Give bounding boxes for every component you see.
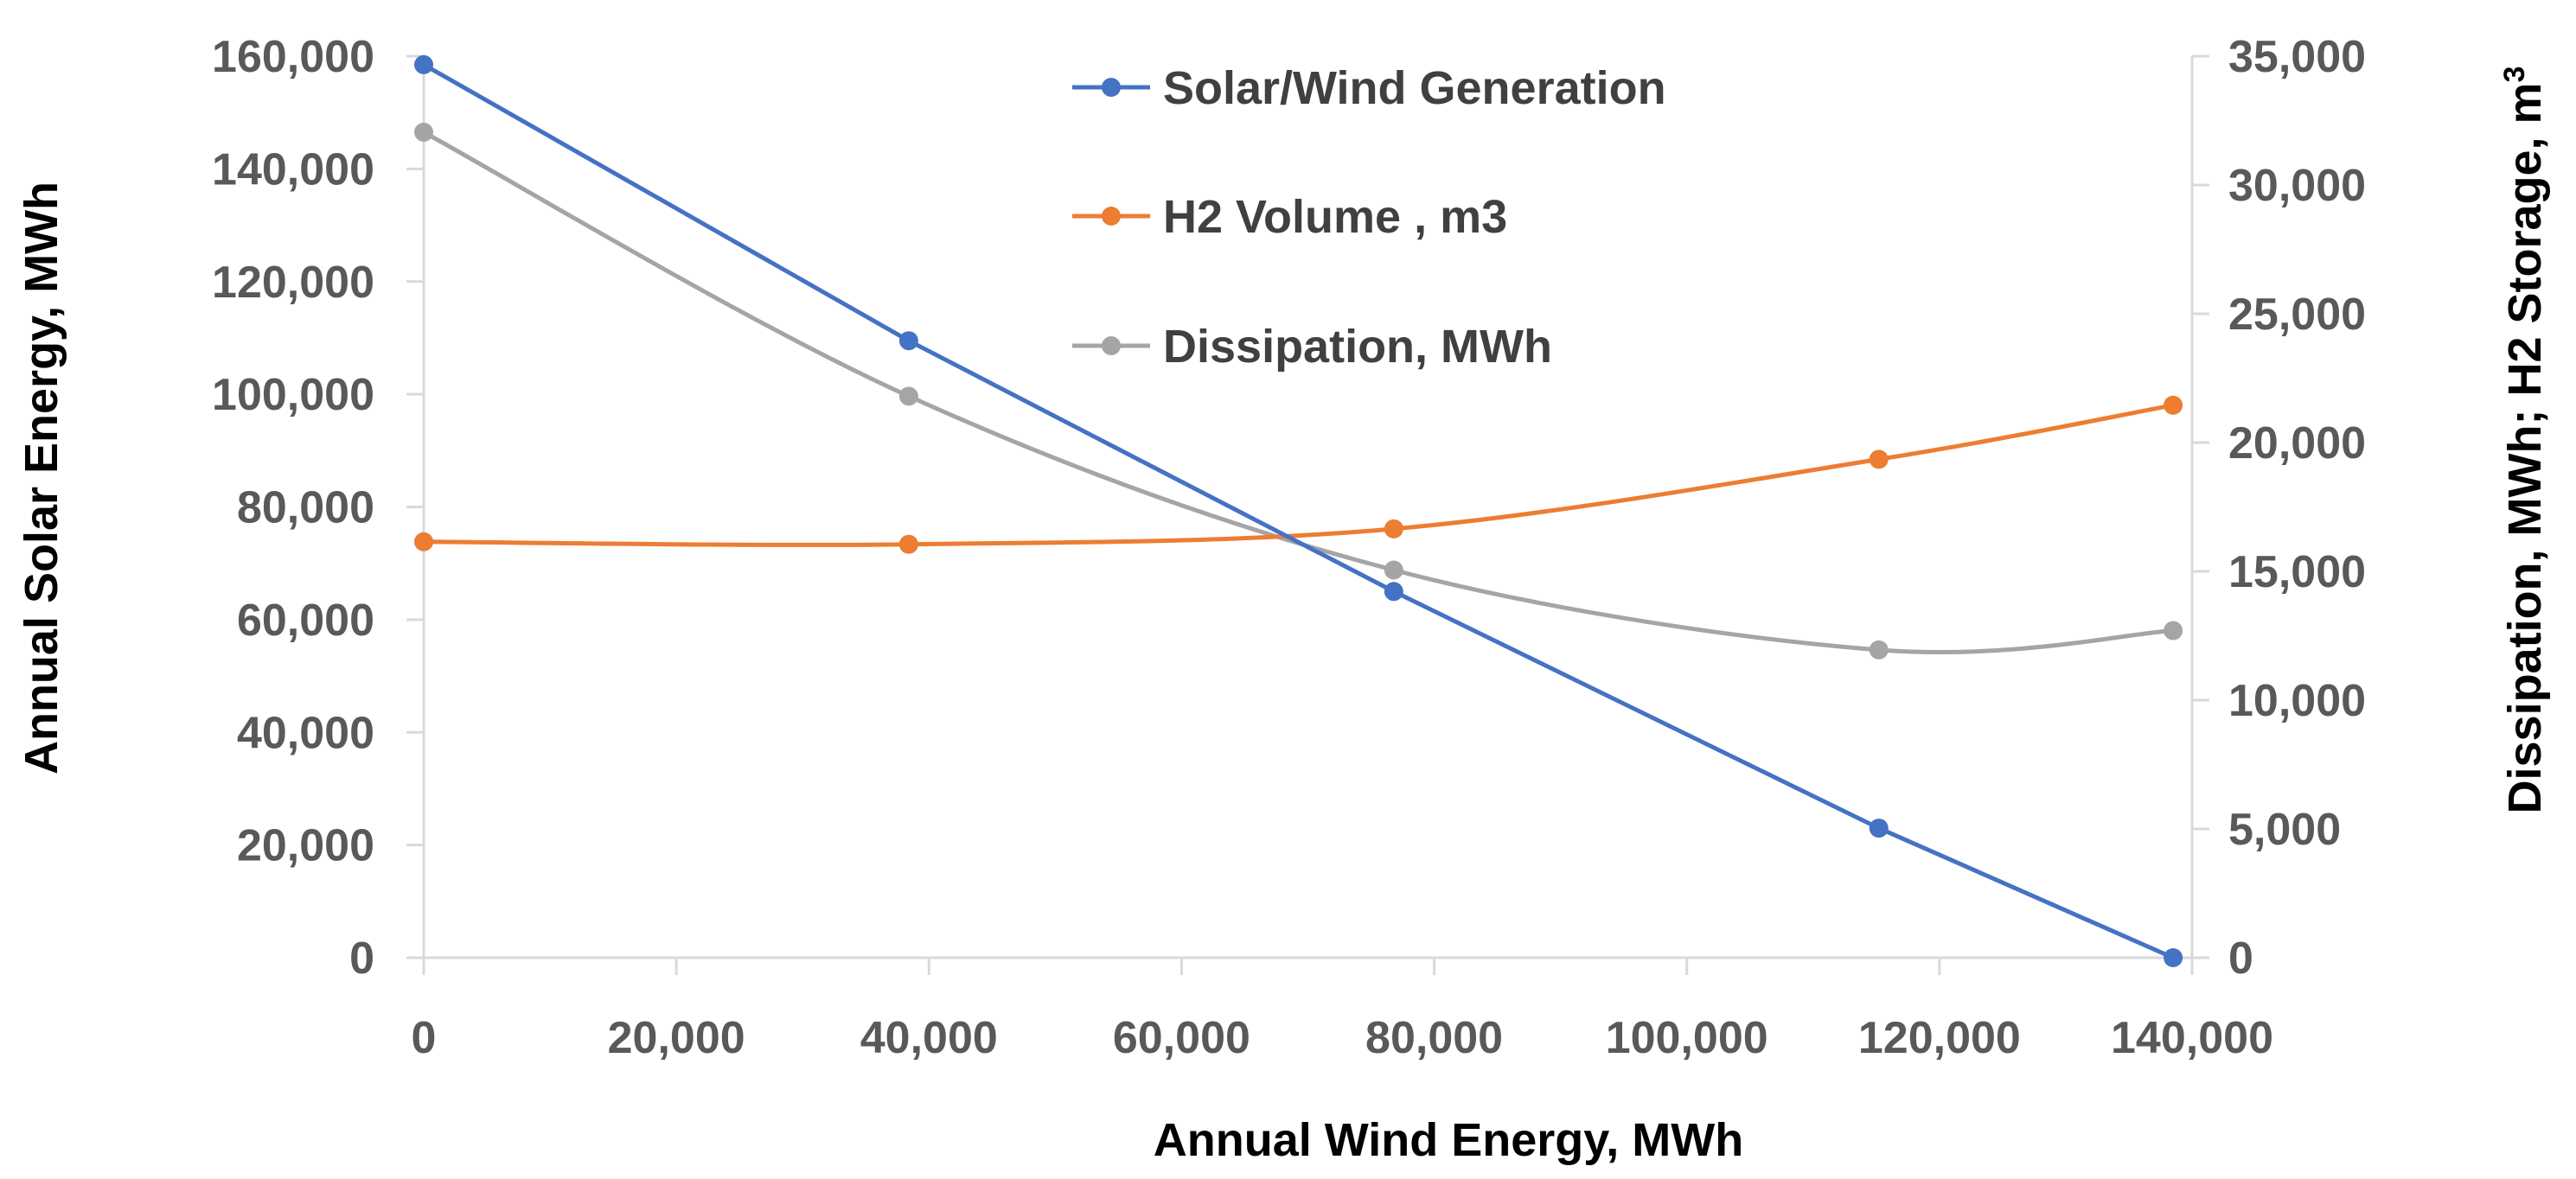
x-tick-label: 140,000 [2111, 1013, 2273, 1063]
legend-label: Dissipation, MWh [1163, 321, 1552, 373]
y-left-axis-title: Annual Solar Energy, MWh [16, 182, 67, 774]
x-axis-title: Annual Wind Energy, MWh [1154, 1114, 1743, 1166]
y-left-tick-label: 100,000 [212, 370, 374, 420]
y-right-axis-title-text: Dissipation, MWh; H2 Storage, m [2499, 82, 2551, 813]
y-right-tick-label: 10,000 [2228, 676, 2366, 726]
legend-marker [1102, 336, 1121, 355]
legend-marker [1102, 207, 1121, 226]
data-point [414, 532, 433, 551]
y-left-tick-label: 140,000 [212, 144, 374, 194]
legend-marker [1102, 78, 1121, 97]
axis-titles: Annual Wind Energy, MWh Annual Solar Ene… [16, 67, 2551, 1167]
y-right-tick-label: 30,000 [2228, 161, 2366, 211]
x-tick-label: 20,000 [608, 1013, 745, 1063]
series-line [423, 403, 2174, 547]
data-point [2164, 395, 2183, 415]
y-left-tick-label: 60,000 [237, 596, 374, 646]
y-right-axis-title-superscript: 3 [2498, 67, 2531, 83]
data-point [1384, 519, 1403, 539]
y-right-tick-label: 35,000 [2228, 32, 2366, 82]
x-tick-label: 100,000 [1606, 1013, 1768, 1063]
series-line [422, 130, 2174, 655]
data-point [2164, 621, 2183, 640]
y-left-tick-label: 0 [349, 934, 374, 984]
y-right-tick-label: 0 [2228, 934, 2253, 984]
legend-item: H2 Volume , m3 [1072, 191, 1507, 243]
data-point [898, 534, 918, 554]
y-left-tick-label: 40,000 [237, 708, 374, 758]
series-0 [414, 54, 2183, 967]
legend-label: Solar/Wind Generation [1163, 62, 1666, 114]
y-left-tick-label: 80,000 [237, 483, 374, 533]
y-right-tick-label: 25,000 [2228, 290, 2366, 340]
x-tick-label: 40,000 [860, 1013, 998, 1063]
legend-item: Solar/Wind Generation [1072, 62, 1666, 114]
legend: Solar/Wind Generation H2 Volume , m3 Dissi… [1072, 62, 1666, 373]
x-tick-label: 60,000 [1113, 1013, 1250, 1063]
y-right-axis-title: Dissipation, MWh; H2 Storage, m3 [2498, 67, 2551, 814]
legend-label: H2 Volume , m3 [1163, 191, 1507, 243]
data-point [898, 386, 918, 406]
y-left-tick-label: 20,000 [237, 821, 374, 871]
data-point [414, 122, 433, 142]
data-point [1384, 560, 1403, 580]
data-point [898, 331, 918, 351]
data-point [1384, 582, 1403, 602]
data-point [1869, 449, 1889, 469]
y-left-tick-label: 160,000 [212, 32, 374, 82]
series-2 [414, 122, 2183, 660]
data-point [2164, 948, 2183, 967]
series-layer [414, 54, 2183, 967]
x-tick-label: 0 [412, 1013, 437, 1063]
y-right-tick-label: 15,000 [2228, 547, 2366, 597]
y-right-tick-label: 5,000 [2228, 805, 2341, 855]
legend-item: Dissipation, MWh [1072, 321, 1552, 373]
data-point [1869, 819, 1889, 838]
series-1 [414, 395, 2183, 554]
axes: 0 20,000 40,000 60,000 80,000 100,000 120,000 1… [212, 32, 2366, 1063]
data-point [1869, 640, 1889, 660]
x-tick-label: 120,000 [1858, 1013, 2021, 1063]
data-point [414, 54, 433, 74]
y-left-tick-label: 120,000 [212, 258, 374, 308]
y-right-tick-label: 20,000 [2228, 418, 2366, 468]
x-tick-label: 80,000 [1365, 1013, 1503, 1063]
